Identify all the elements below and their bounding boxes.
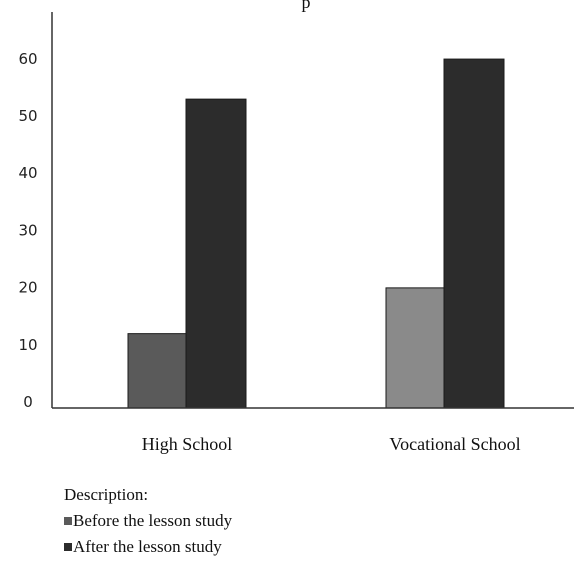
legend-label-before: Before the lesson study: [73, 511, 233, 530]
y-tick-label: 0: [23, 393, 33, 411]
legend-item-after: After the lesson study: [64, 534, 232, 560]
chart-title-fragment: p: [302, 0, 311, 12]
bar-before-vocational-school: [385, 287, 445, 409]
legend-item-before: Before the lesson study: [64, 508, 232, 534]
legend-swatch-after: [64, 543, 72, 551]
bar-after-vocational-school: [443, 58, 505, 409]
y-tick-label: 60: [18, 50, 37, 68]
legend-label-after: After the lesson study: [73, 537, 222, 556]
x-category-label: Vocational School: [389, 434, 520, 454]
x-category-label: High School: [142, 434, 233, 454]
y-tick-label: 50: [18, 107, 37, 125]
x-axis-category-labels: High School Vocational School: [142, 434, 521, 454]
y-tick-label: 20: [18, 279, 37, 297]
y-tick-label: 30: [18, 221, 37, 239]
y-tick-label: 40: [18, 164, 37, 182]
bar-before-high-school: [127, 333, 187, 409]
y-axis-ticks: 0 10 20 30 40 50 60: [18, 50, 37, 411]
y-tick-label: 10: [18, 336, 37, 354]
bars: [127, 58, 505, 409]
legend-title: Description:: [64, 485, 149, 504]
legend-swatch-before: [64, 517, 72, 525]
bar-after-high-school: [185, 98, 247, 409]
legend: Description: Before the lesson study Aft…: [64, 482, 232, 560]
